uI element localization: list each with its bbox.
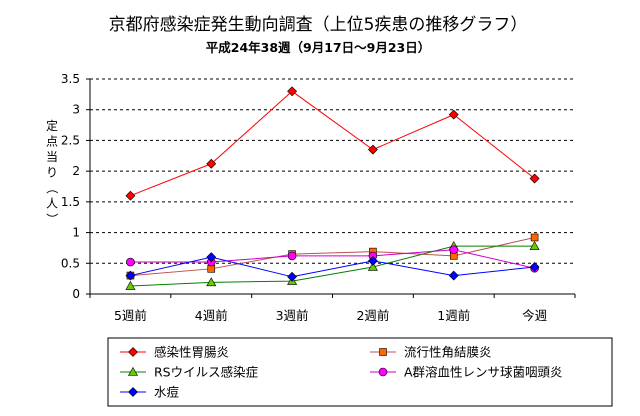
x-tick-label: 今週 (522, 308, 548, 323)
y-axis-label-char: り (46, 166, 58, 180)
y-axis-label-char: 点 (46, 135, 58, 149)
y-axis: 0 0.5 1 1.5 2 2.5 3 3.5 (61, 72, 91, 301)
chart-title: 京都府感染症発生動向調査（上位5疾患の推移グラフ） (109, 15, 528, 35)
series-2 (126, 233, 539, 280)
series-line (130, 236, 535, 277)
series-group (125, 86, 540, 290)
data-point (530, 233, 539, 242)
data-point (367, 255, 378, 266)
grid-lines (90, 78, 575, 264)
x-axis: 5週前 4週前 3週前 2週前 1週前 今週 (89, 293, 576, 323)
y-tick-label: 2 (72, 164, 80, 178)
legend-marker (128, 387, 138, 397)
y-tick-label: 2.5 (61, 133, 80, 147)
data-point (448, 270, 459, 281)
series-line (130, 90, 535, 197)
x-tick-label: 5週前 (114, 308, 147, 323)
series-line (130, 249, 535, 269)
data-point (529, 173, 540, 184)
x-tick-label: 4週前 (195, 308, 228, 323)
data-point (529, 262, 540, 272)
data-point (126, 257, 135, 267)
legend-item: A群溶血性レンサ球菌咽頭炎 (370, 365, 563, 380)
legend-box (107, 337, 613, 407)
y-tick-label: 1.5 (61, 195, 80, 209)
series-4 (126, 245, 539, 273)
series-1 (125, 86, 540, 201)
legend-item: RSウイルス感染症 (120, 365, 258, 380)
y-axis-label-char: 人 (46, 197, 58, 211)
legend-marker (127, 366, 139, 376)
y-tick-label: 0 (72, 287, 80, 301)
y-tick-label: 3 (72, 103, 80, 117)
legend-marker (128, 347, 138, 357)
data-point (287, 251, 297, 261)
series-line (130, 256, 535, 278)
data-point (206, 158, 217, 169)
x-tick-label: 2週前 (356, 308, 389, 323)
x-tick-label: 3週前 (276, 308, 309, 323)
legend-marker (379, 348, 387, 356)
y-tick-label: 3.5 (61, 72, 80, 86)
y-axis-label-char: ） (45, 213, 59, 225)
data-point (207, 265, 216, 273)
y-tick-label: 1 (72, 226, 80, 240)
series-5 (125, 252, 540, 282)
data-point (125, 270, 136, 281)
y-axis-label-char: 当 (46, 150, 58, 164)
data-point (367, 261, 378, 271)
data-point (206, 252, 217, 263)
legend-item: 感染性胃腸炎 (120, 345, 229, 360)
data-point (206, 277, 217, 287)
legend-marker (378, 367, 388, 377)
data-point (125, 280, 136, 290)
data-point (287, 271, 298, 282)
legend-label: 水痘 (154, 385, 180, 400)
legend-label: A群溶血性レンサ球菌咽頭炎 (404, 365, 563, 380)
data-point (287, 86, 298, 97)
chart-subtitle: 平成24年38週（9月17日〜9月23日） (206, 40, 430, 55)
data-point (367, 144, 378, 155)
x-tick-label: 1週前 (437, 308, 470, 323)
data-point (449, 245, 459, 255)
y-axis-label-char: 定 (46, 118, 58, 133)
series-3 (125, 240, 540, 290)
series-line (130, 245, 535, 287)
y-axis-label-char: （ (45, 182, 59, 194)
data-point (448, 109, 459, 120)
legend-item: 水痘 (120, 385, 180, 400)
legend-label: RSウイルス感染症 (154, 365, 258, 380)
legend-item: 流行性角結膜炎 (370, 345, 492, 360)
y-tick-label: 0.5 (61, 256, 80, 270)
data-point (529, 240, 540, 250)
data-point (125, 190, 136, 201)
legend-label: 感染性胃腸炎 (154, 345, 229, 360)
legend-label: 流行性角結膜炎 (404, 345, 492, 360)
